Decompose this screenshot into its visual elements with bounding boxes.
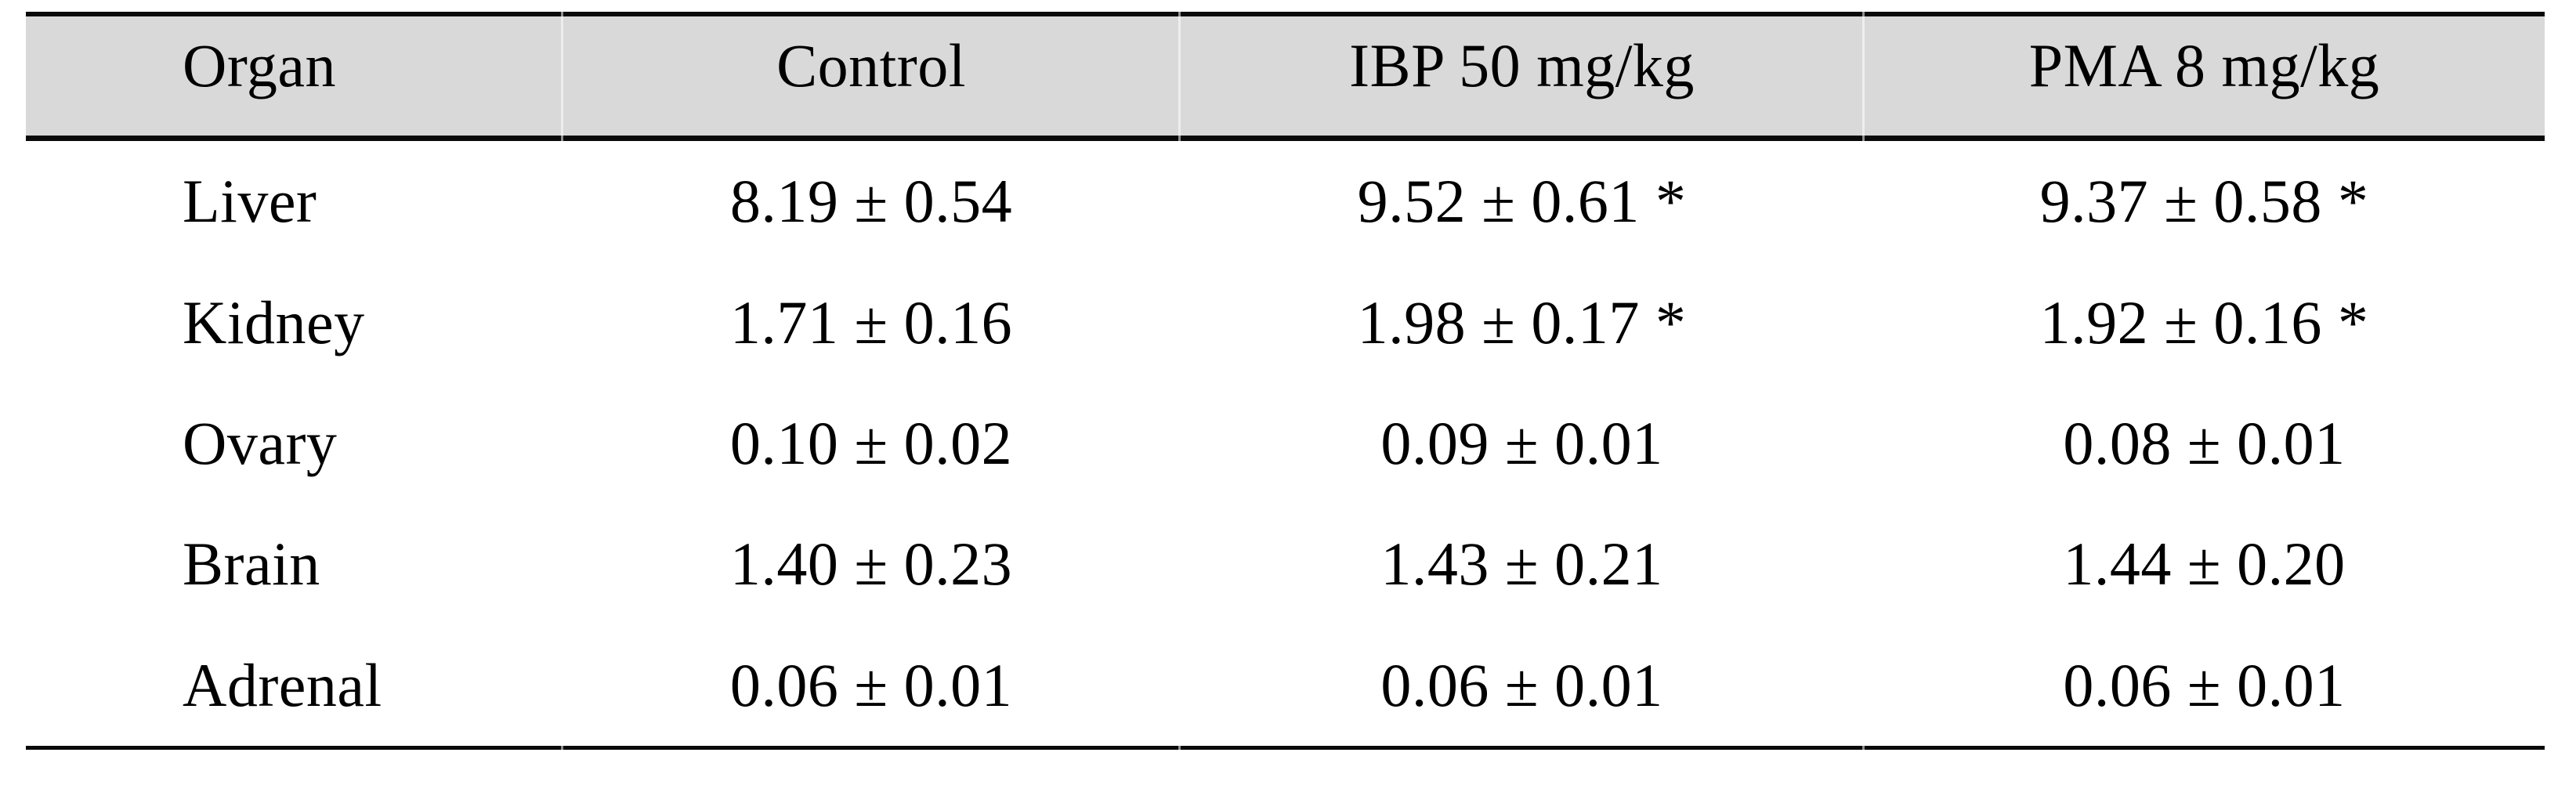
table-row: Adrenal 0.06 ± 0.01 0.06 ± 0.01 0.06 ± 0… [26, 625, 2545, 746]
value-cell: 1.92 ± 0.16 * [2039, 288, 2369, 356]
organ-label-cell: Brain [183, 530, 320, 599]
value-cell: 1.71 ± 0.16 [729, 288, 1013, 356]
column-separator [561, 12, 563, 750]
header-cell-ibp: IBP 50 mg/kg [1349, 31, 1695, 99]
header-cell-pma: PMA 8 mg/kg [2028, 31, 2380, 99]
value-cell: 0.06 ± 0.01 [1380, 650, 1663, 719]
value-cell: 9.52 ± 0.61 * [1357, 167, 1687, 236]
value-cell: 1.44 ± 0.20 [2063, 530, 2346, 599]
value-cell: 0.06 ± 0.01 [2063, 650, 2346, 719]
organ-label-cell: Adrenal [183, 650, 382, 719]
organ-label-cell: Ovary [183, 408, 338, 477]
value-cell: 1.43 ± 0.21 [1380, 530, 1663, 599]
value-cell: 0.09 ± 0.01 [1380, 408, 1663, 477]
table-row: Kidney 1.71 ± 0.16 1.98 ± 0.17 * 1.92 ± … [26, 262, 2545, 382]
table-row: Brain 1.40 ± 0.23 1.43 ± 0.21 1.44 ± 0.2… [26, 504, 2545, 624]
value-cell: 1.40 ± 0.23 [729, 530, 1013, 599]
header-cell-control: Control [776, 31, 966, 99]
header-cell-organ: Organ [183, 31, 337, 99]
column-separator [1862, 12, 1865, 750]
value-cell: 9.37 ± 0.58 * [2039, 167, 2369, 236]
table-row: Ovary 0.10 ± 0.02 0.09 ± 0.01 0.08 ± 0.0… [26, 383, 2545, 504]
organ-label-cell: Kidney [183, 288, 365, 356]
organ-label-cell: Liver [183, 167, 317, 236]
value-cell: 0.08 ± 0.01 [2063, 408, 2346, 477]
organ-weight-table: Organ Control IBP 50 mg/kg PMA 8 mg/kg L… [26, 12, 2545, 750]
value-cell: 0.10 ± 0.02 [729, 408, 1013, 477]
value-cell: 1.98 ± 0.17 * [1357, 288, 1687, 356]
table-row: Liver 8.19 ± 0.54 9.52 ± 0.61 * 9.37 ± 0… [26, 141, 2545, 262]
value-cell: 8.19 ± 0.54 [729, 167, 1013, 236]
value-cell: 0.06 ± 0.01 [729, 650, 1013, 719]
column-separator [1178, 12, 1181, 750]
table-header-row: Organ Control IBP 50 mg/kg PMA 8 mg/kg [26, 16, 2545, 141]
